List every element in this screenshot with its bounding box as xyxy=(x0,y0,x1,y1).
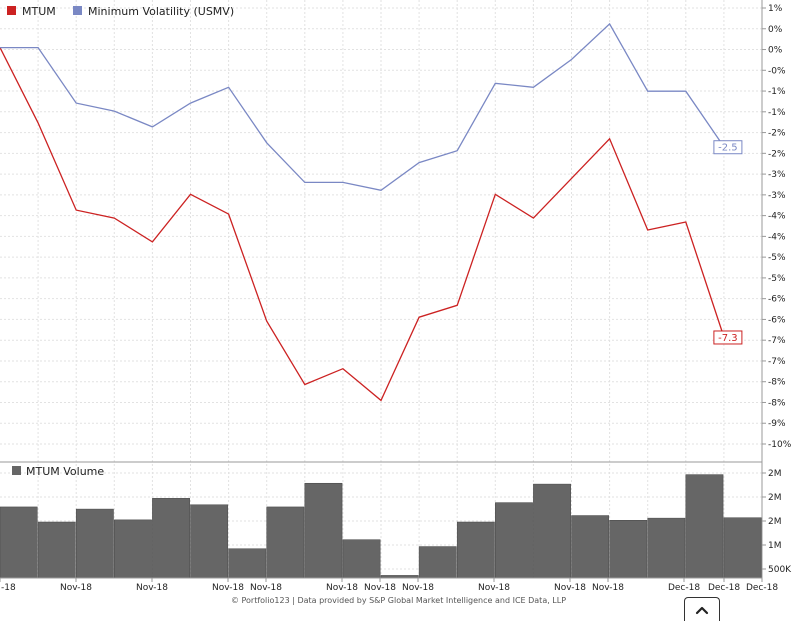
volume-bar xyxy=(457,522,494,578)
volume-bar xyxy=(686,475,723,578)
x-tick-label: Nov-18 xyxy=(60,583,92,593)
y-tick-label: -4% xyxy=(768,232,786,242)
y-tick-label: -2% xyxy=(768,129,786,139)
volume-bars xyxy=(0,475,761,578)
volume-bar xyxy=(343,540,380,578)
y-tick-label: -7% xyxy=(768,357,786,367)
y-tick-label: -3% xyxy=(768,170,786,180)
volume-bar xyxy=(648,518,685,578)
x-tick-label: Nov-18 xyxy=(554,583,586,593)
volume-tick-label: 2M xyxy=(768,493,782,503)
volume-bar xyxy=(724,518,761,578)
y-tick-label: 0% xyxy=(768,46,783,56)
y-tick-label: -6% xyxy=(768,295,786,305)
x-tick-label: Nov-18 xyxy=(326,583,358,593)
x-tick-label: Nov-18 xyxy=(592,583,624,593)
y-tick-label: 0% xyxy=(768,25,783,35)
chevron-up-icon xyxy=(695,605,709,615)
volume-bar xyxy=(76,509,113,578)
legend-label-usmv: Minimum Volatility (USMV) xyxy=(88,5,234,18)
volume-bar xyxy=(229,549,266,578)
y-tick-label: -0% xyxy=(768,66,786,76)
volume-bar xyxy=(305,483,342,578)
x-tick-label: Nov-18 xyxy=(402,583,434,593)
y-tick-label: -8% xyxy=(768,398,786,408)
legend-swatch-mtum xyxy=(7,6,16,15)
volume-bar xyxy=(610,520,647,578)
volume-y-axis: 2M 2M 2M 1M 500K xyxy=(762,469,792,575)
volume-legend-swatch xyxy=(12,466,21,475)
y-tick-label: -5% xyxy=(768,253,786,263)
y-tick-label: -4% xyxy=(768,212,786,222)
volume-tick-label: 500K xyxy=(768,565,792,575)
y-tick-label: -6% xyxy=(768,315,786,325)
last-value-label: -2.5 xyxy=(718,143,738,154)
volume-bar xyxy=(572,516,609,578)
x-tick-label: Dec-18 xyxy=(668,583,700,593)
legend-swatch-usmv xyxy=(73,6,82,15)
y-tick-label: -5% xyxy=(768,274,786,284)
volume-bar xyxy=(419,547,456,578)
y-tick-label: 1% xyxy=(768,4,783,14)
x-tick-label: Nov-18 xyxy=(250,583,282,593)
legend-label-mtum: MTUM xyxy=(22,5,56,18)
volume-bar xyxy=(495,503,532,578)
x-tick-label: -18 xyxy=(1,583,16,593)
x-tick-label: Dec-18 xyxy=(708,583,740,593)
x-tick-label: Nov-18 xyxy=(212,583,244,593)
last-value-label: -7.3 xyxy=(718,333,738,344)
y-tick-label: -9% xyxy=(768,419,786,429)
volume-bar xyxy=(152,498,189,578)
scroll-top-button[interactable] xyxy=(684,597,720,621)
volume-bar xyxy=(38,522,75,578)
y-tick-label: -1% xyxy=(768,87,786,97)
volume-title: MTUM Volume xyxy=(26,465,104,478)
y-tick-label: -2% xyxy=(768,149,786,159)
legend: MTUM Minimum Volatility (USMV) xyxy=(7,5,234,18)
y-tick-label: -3% xyxy=(768,191,786,201)
volume-tick-label: 2M xyxy=(768,469,782,479)
volume-bar xyxy=(114,520,151,578)
volume-bar xyxy=(533,484,570,578)
y-tick-label: -10% xyxy=(768,440,792,450)
x-axis: -18 Nov-18 Nov-18 Nov-18 Nov-18 Nov-18 Nov-18 N… xyxy=(0,578,778,593)
y-tick-label: -1% xyxy=(768,108,786,118)
x-tick-label: Nov-18 xyxy=(364,583,396,593)
price-y-axis: 1% 0% 0% -0% -1% -1% -2% -2% -3% -3% -4% -4% -5% -5% -… xyxy=(762,4,792,450)
y-tick-label: -7% xyxy=(768,336,786,346)
x-tick-label: Nov-18 xyxy=(478,583,510,593)
volume-tick-label: 2M xyxy=(768,517,782,527)
volume-tick-label: 1M xyxy=(768,541,782,551)
footer-credit: © Portfolio123 | Data provided by S&P Gl… xyxy=(0,596,797,605)
x-tick-label: Dec-18 xyxy=(746,583,778,593)
volume-legend: MTUM Volume xyxy=(12,465,104,478)
volume-bar xyxy=(0,507,37,578)
chart-figure: 1% 0% 0% -0% -1% -1% -2% -2% -3% -3% -4% -4% -5% -5% -… xyxy=(0,0,797,596)
volume-bar xyxy=(191,505,228,578)
x-tick-label: Nov-18 xyxy=(136,583,168,593)
y-tick-label: -8% xyxy=(768,378,786,388)
volume-bar xyxy=(267,507,304,578)
